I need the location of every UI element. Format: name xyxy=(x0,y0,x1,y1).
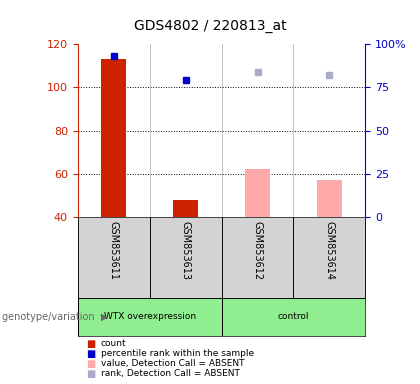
Text: count: count xyxy=(101,339,126,348)
Bar xyxy=(78,298,222,336)
Text: rank, Detection Call = ABSENT: rank, Detection Call = ABSENT xyxy=(101,369,240,378)
Text: GDS4802 / 220813_at: GDS4802 / 220813_at xyxy=(134,19,286,33)
FancyBboxPatch shape xyxy=(222,217,294,298)
Text: value, Detection Call = ABSENT: value, Detection Call = ABSENT xyxy=(101,359,244,368)
Text: ■: ■ xyxy=(86,359,95,369)
Text: ■: ■ xyxy=(86,369,95,379)
Bar xyxy=(173,200,198,217)
Text: percentile rank within the sample: percentile rank within the sample xyxy=(101,349,254,358)
Text: GSM853614: GSM853614 xyxy=(324,221,334,280)
FancyBboxPatch shape xyxy=(78,217,150,298)
Text: ■: ■ xyxy=(86,339,95,349)
Text: GSM853611: GSM853611 xyxy=(109,221,119,280)
Bar xyxy=(245,169,270,217)
FancyBboxPatch shape xyxy=(150,217,222,298)
FancyBboxPatch shape xyxy=(294,217,365,298)
Text: ■: ■ xyxy=(86,349,95,359)
Text: control: control xyxy=(278,312,309,321)
Bar xyxy=(101,59,126,217)
Text: GSM853613: GSM853613 xyxy=(181,221,191,280)
Text: GSM853612: GSM853612 xyxy=(252,221,262,280)
Bar xyxy=(222,298,365,336)
Bar xyxy=(317,180,342,217)
Text: genotype/variation  ▶: genotype/variation ▶ xyxy=(2,312,108,322)
Text: WTX overexpression: WTX overexpression xyxy=(104,312,196,321)
